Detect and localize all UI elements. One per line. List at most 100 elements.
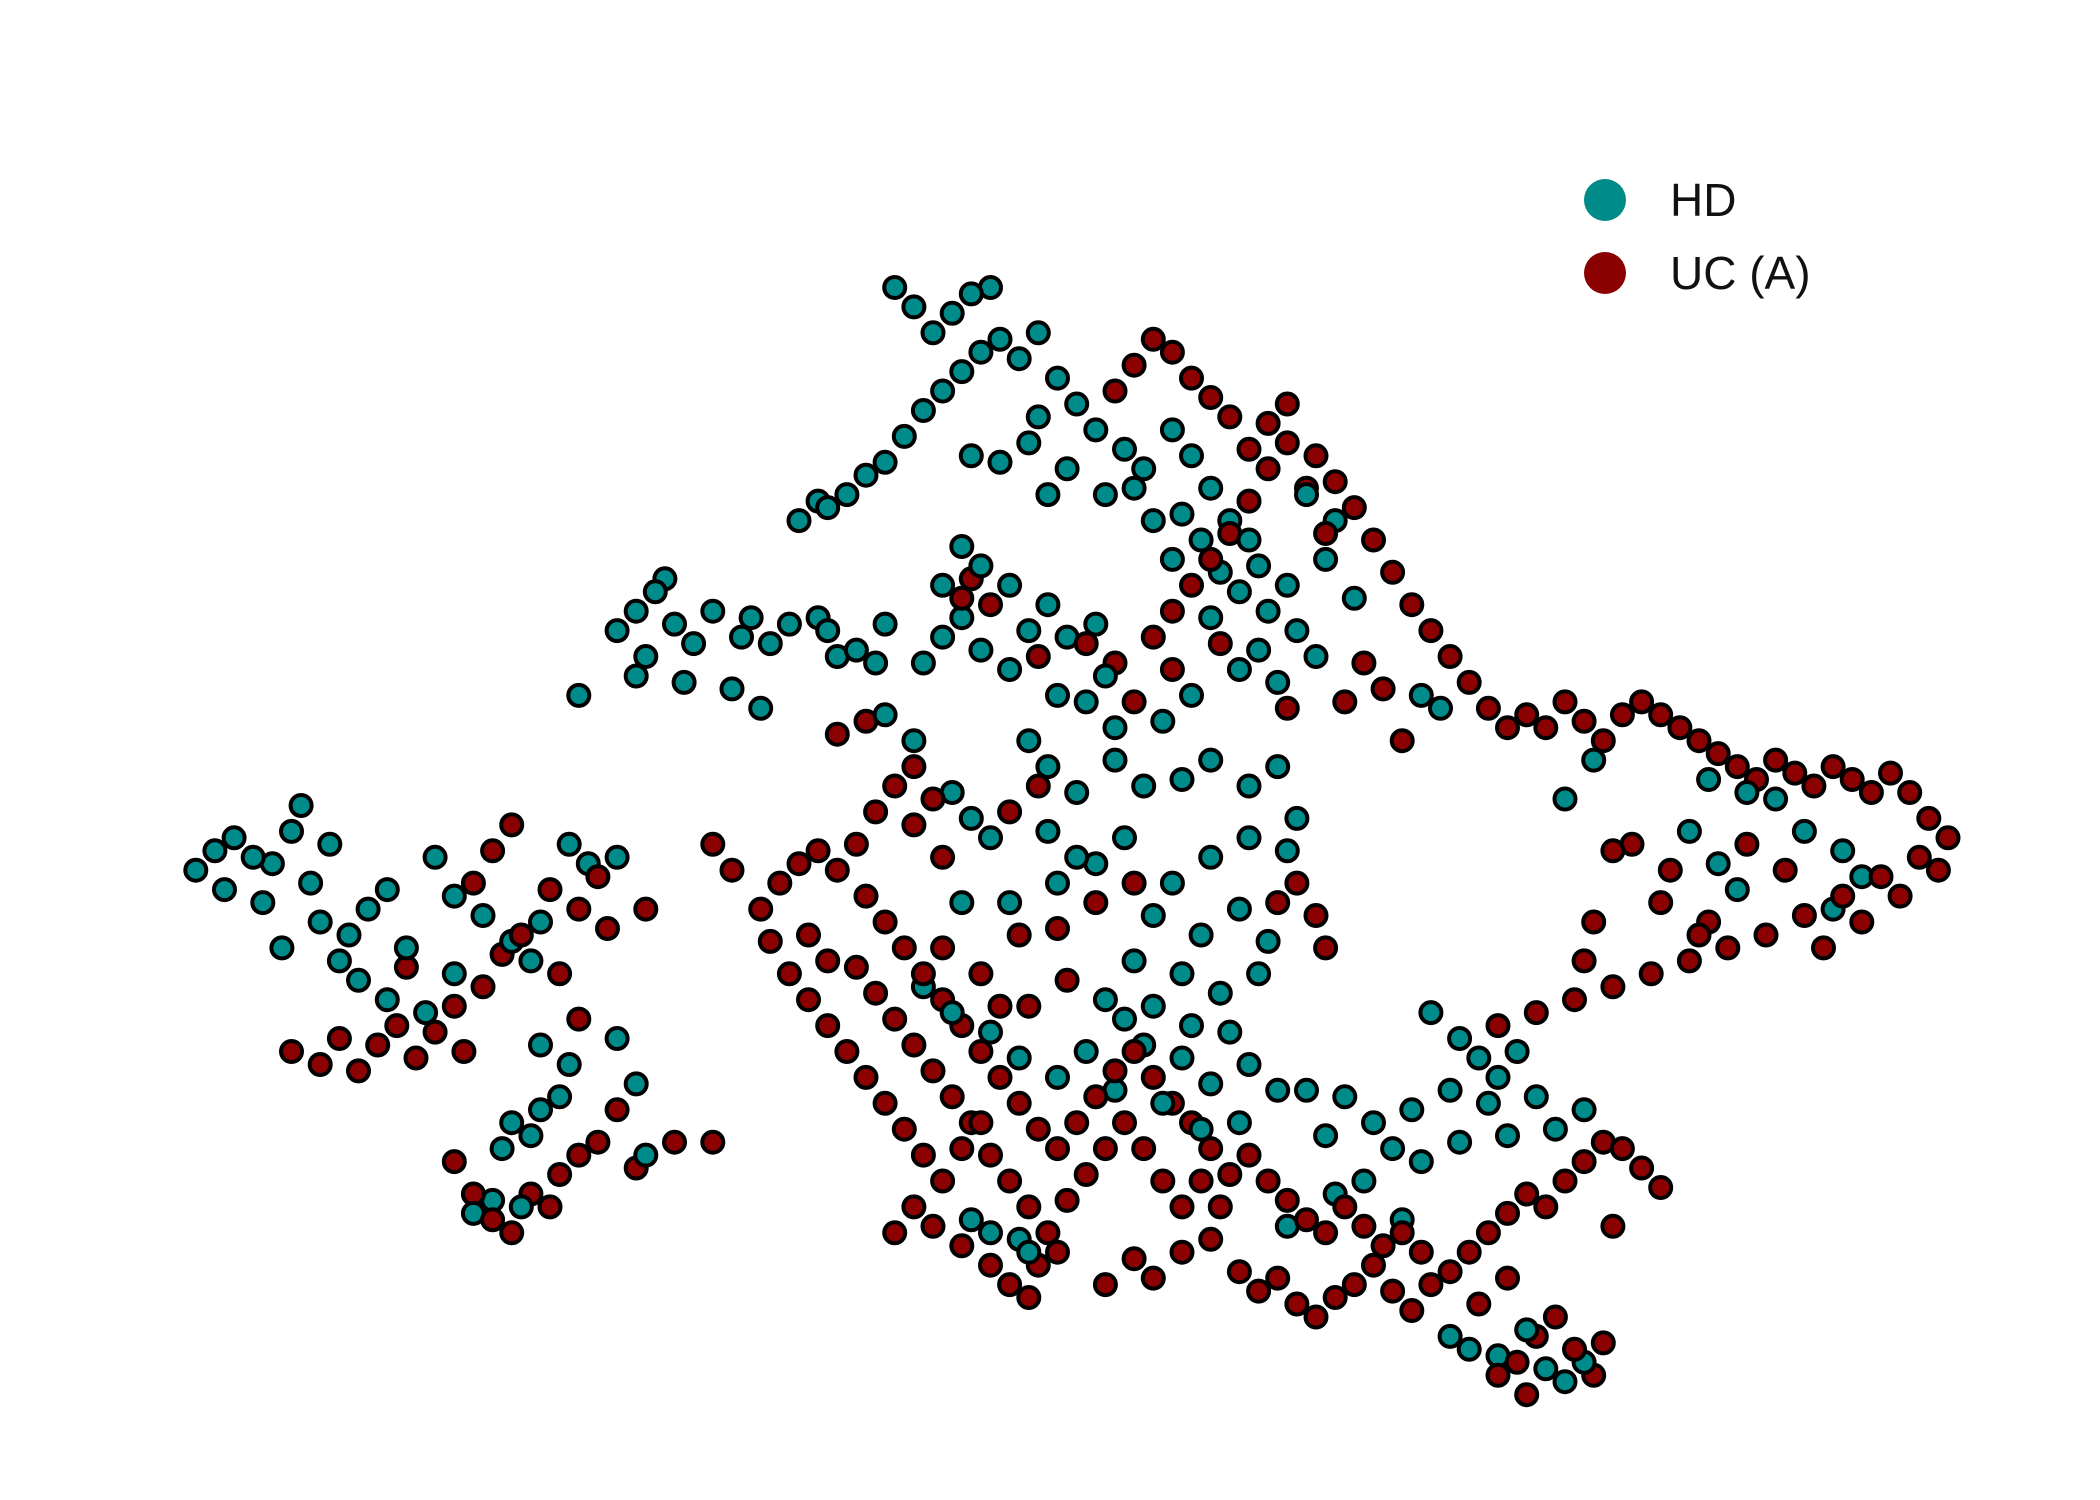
point-hd-99 <box>1226 657 1252 682</box>
point-uc-a-244 <box>1274 695 1300 721</box>
point-uc-a-206 <box>1897 780 1923 805</box>
point-hd-162 <box>1361 1110 1386 1136</box>
point-hd-147 <box>1791 818 1817 844</box>
point-uc-a-246 <box>1370 676 1396 702</box>
point-uc-a-164 <box>1313 521 1339 546</box>
point-uc-a-237 <box>978 592 1003 618</box>
point-hd-83 <box>1169 501 1195 527</box>
point-uc-a-117 <box>1399 1298 1425 1323</box>
point-uc-a-111 <box>1284 1291 1310 1317</box>
point-uc-a-125 <box>1552 1168 1578 1194</box>
point-uc-a-0 <box>279 1039 304 1064</box>
point-hd-92 <box>1140 508 1166 534</box>
point-hd-130 <box>910 650 936 676</box>
point-uc-a-115 <box>1361 1252 1386 1278</box>
point-uc-a-77 <box>901 1032 927 1058</box>
point-hd-8 <box>317 831 343 857</box>
point-uc-a-245 <box>1351 650 1377 676</box>
point-uc-a-107 <box>1198 1226 1224 1252</box>
point-uc-a-179 <box>1380 559 1406 585</box>
point-hd-69 <box>1112 436 1137 462</box>
point-hd-154 <box>1447 1026 1473 1051</box>
point-hd-3 <box>240 844 266 870</box>
point-uc-a-200 <box>1782 760 1808 786</box>
point-uc-a-160 <box>1236 488 1262 514</box>
point-hd-24 <box>518 948 544 974</box>
point-hd-169 <box>1542 1116 1568 1142</box>
point-hd-89 <box>1274 572 1300 598</box>
point-hd-197 <box>930 572 956 598</box>
point-hd-237 <box>441 961 467 987</box>
point-hd-106 <box>1016 728 1042 754</box>
point-uc-a-27 <box>805 838 831 864</box>
point-uc-a-228 <box>1887 883 1913 909</box>
point-uc-a-217 <box>1600 974 1626 1000</box>
point-uc-a-113 <box>1322 1285 1348 1310</box>
point-hd-94 <box>1198 605 1224 631</box>
point-hd-6 <box>288 793 314 818</box>
point-uc-a-63 <box>1408 1239 1434 1265</box>
point-hd-32 <box>633 644 659 669</box>
point-uc-a-172 <box>1236 436 1262 462</box>
point-hd-46 <box>834 482 860 508</box>
point-uc-a-151 <box>604 1097 630 1123</box>
point-hd-142 <box>1734 780 1760 805</box>
point-uc-a-181 <box>1418 618 1444 644</box>
point-uc-a-12 <box>508 922 534 948</box>
point-uc-a-193 <box>1648 702 1674 728</box>
point-uc-a-78 <box>920 1058 946 1084</box>
point-uc-a-22 <box>633 896 659 922</box>
point-hd-81 <box>1035 482 1061 508</box>
point-uc-a-81 <box>978 1142 1003 1168</box>
point-hd-22 <box>556 831 582 857</box>
point-hd-243 <box>623 1071 649 1097</box>
point-uc-a-21 <box>595 916 620 941</box>
point-uc-a-120 <box>1456 1239 1482 1265</box>
point-uc-a-270 <box>1265 890 1291 916</box>
point-hd-105 <box>1045 682 1070 708</box>
point-hd-167 <box>1447 1129 1473 1155</box>
point-hd-48 <box>786 508 812 534</box>
point-uc-a-253 <box>997 799 1023 825</box>
point-hd-119 <box>1159 870 1185 896</box>
point-uc-a-8 <box>441 993 467 1019</box>
point-hd-145 <box>1724 877 1750 903</box>
point-hd-102 <box>1102 715 1128 741</box>
point-uc-a-86 <box>1073 1162 1099 1187</box>
point-uc-a-239 <box>1073 631 1099 657</box>
point-uc-a-202 <box>1820 754 1846 780</box>
point-uc-a-209 <box>1906 844 1932 870</box>
point-uc-a-67 <box>853 1064 879 1090</box>
point-uc-a-268 <box>968 961 994 987</box>
point-hd-230 <box>1006 1045 1032 1071</box>
point-hd-215 <box>1112 1006 1137 1032</box>
point-hd-9 <box>212 877 237 903</box>
point-uc-a-34 <box>853 883 879 909</box>
point-uc-a-251 <box>901 812 927 838</box>
point-hd-241 <box>528 1032 553 1058</box>
point-uc-a-178 <box>1361 527 1386 553</box>
point-uc-a-128 <box>1609 1136 1635 1162</box>
point-uc-a-89 <box>1131 1136 1157 1162</box>
point-uc-a-90 <box>1150 1168 1176 1194</box>
point-hd-36 <box>738 605 764 631</box>
point-uc-a-177 <box>1341 495 1367 521</box>
point-hd-135 <box>1016 618 1042 644</box>
point-uc-a-148 <box>547 1162 573 1187</box>
point-uc-a-104 <box>1121 1246 1147 1272</box>
point-hd-176 <box>1437 1323 1463 1349</box>
point-uc-a-216 <box>1638 961 1664 987</box>
point-uc-a-232 <box>1600 838 1626 864</box>
point-uc-a-23 <box>566 1006 592 1032</box>
point-hd-146 <box>1676 818 1702 844</box>
point-uc-a-197 <box>1724 754 1750 780</box>
point-hd-164 <box>1313 1123 1339 1149</box>
point-hd-229 <box>1045 1064 1070 1090</box>
point-hd-29 <box>662 611 687 637</box>
point-hd-223 <box>1073 1039 1099 1064</box>
point-uc-a-242 <box>1159 657 1185 682</box>
legend-marker-uc-a <box>1584 252 1626 294</box>
point-hd-157 <box>1504 1039 1530 1064</box>
point-uc-a-260 <box>1016 993 1042 1019</box>
point-uc-a-226 <box>1811 935 1836 961</box>
